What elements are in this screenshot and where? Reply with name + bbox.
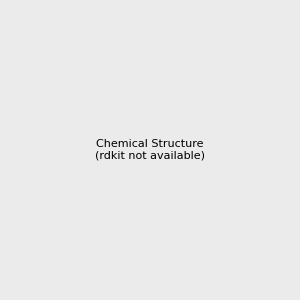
- Text: Chemical Structure
(rdkit not available): Chemical Structure (rdkit not available): [95, 139, 205, 161]
